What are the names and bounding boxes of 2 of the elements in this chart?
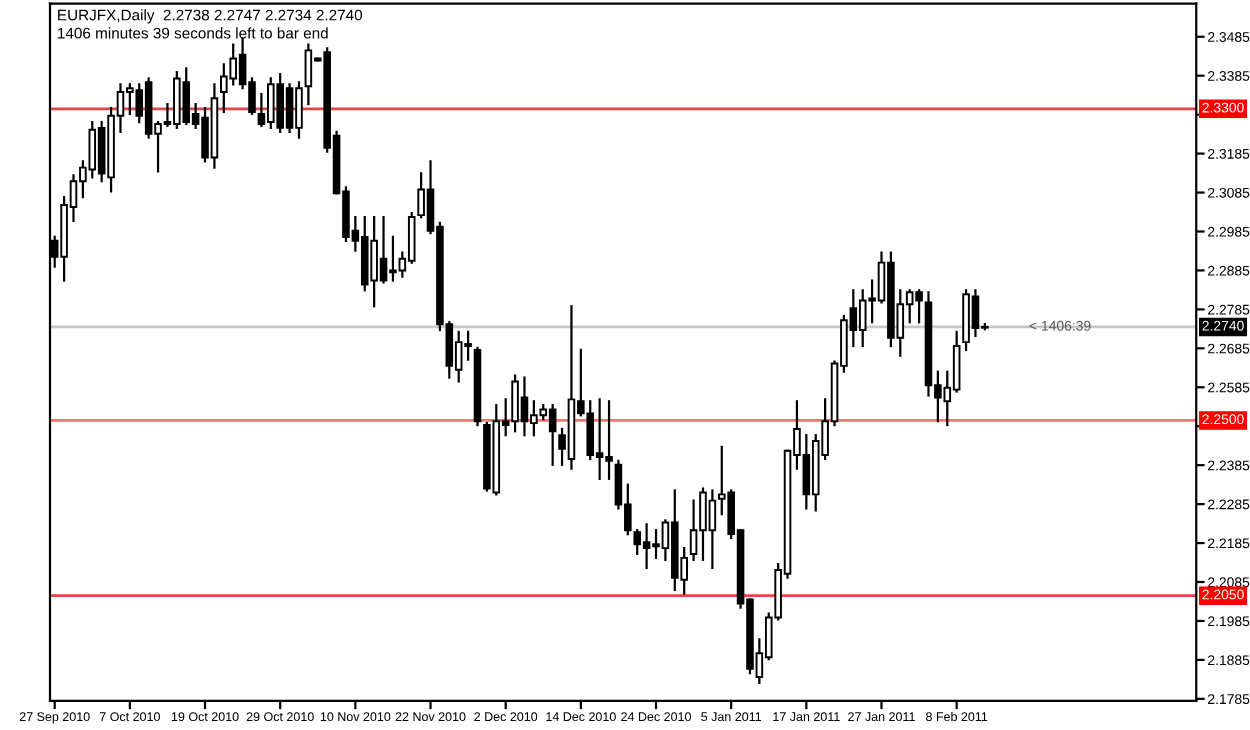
candlestick [407,212,416,264]
candlestick [633,529,642,556]
